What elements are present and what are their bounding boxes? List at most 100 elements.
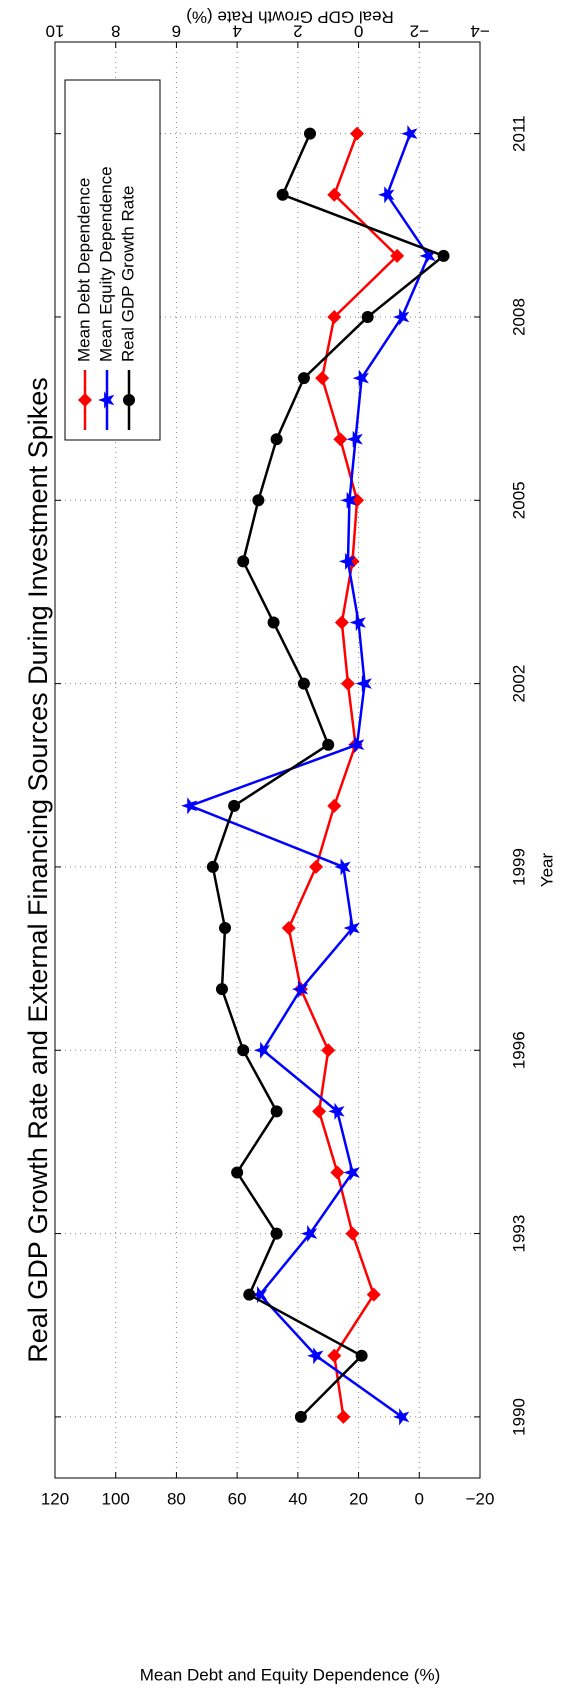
y2-tick-label: 4 [232, 22, 241, 41]
marker [401, 125, 418, 143]
marker [340, 491, 357, 509]
marker [330, 1165, 345, 1180]
marker [181, 797, 198, 815]
marker [350, 126, 365, 141]
marker [270, 1105, 283, 1118]
marker [343, 1163, 360, 1181]
y-tick-label: 60 [228, 1489, 247, 1508]
marker [355, 1349, 368, 1362]
marker [322, 738, 335, 751]
marker [301, 1225, 318, 1243]
x-tick-label: 1990 [509, 1398, 528, 1436]
y-tick-label: 0 [415, 1489, 424, 1508]
x-tick-label: 2005 [509, 481, 528, 519]
marker [352, 369, 369, 387]
y2-tick-label: 6 [172, 22, 181, 41]
marker [338, 552, 356, 570]
marker [309, 859, 324, 874]
marker [390, 248, 405, 263]
marker [437, 249, 450, 262]
y2-tick-label: −4 [470, 22, 489, 41]
x-tick-label: 1996 [509, 1031, 528, 1069]
marker [231, 1166, 244, 1179]
series-line [287, 133, 399, 1418]
marker [291, 980, 309, 998]
marker [312, 1104, 327, 1119]
marker [215, 983, 228, 996]
y-tick-label: 20 [349, 1489, 368, 1508]
marker [327, 309, 342, 324]
plot-rotated: Real GDP Growth Rate and External Financ… [23, 41, 556, 1479]
y2-axis-label: Real GDP Growth Rate (%) [186, 8, 394, 27]
y2-tick-label: 8 [111, 22, 120, 41]
marker [206, 860, 219, 873]
x-tick-label: 2011 [509, 115, 528, 152]
y-axis-label: Mean Debt and Equity Dependence (%) [140, 1665, 441, 1684]
marker [78, 393, 92, 407]
marker [361, 310, 374, 323]
marker [237, 1044, 250, 1057]
marker [98, 391, 115, 409]
legend-box [64, 79, 161, 441]
marker [393, 308, 410, 326]
x-tick-label: 2008 [509, 298, 528, 336]
y-tick-label: 100 [102, 1489, 130, 1508]
x-axis-label: Year [537, 852, 556, 887]
x-tick-label: 2002 [509, 665, 528, 703]
legend-label: Mean Equity Dependence [96, 166, 115, 362]
marker [340, 676, 355, 691]
marker [243, 1288, 256, 1301]
x-tick-label: 1993 [509, 1215, 528, 1253]
marker [378, 186, 395, 204]
marker [315, 371, 330, 386]
marker [366, 1287, 381, 1302]
legend-label: Mean Debt Dependence [74, 178, 93, 362]
marker [276, 188, 289, 201]
marker [327, 798, 342, 813]
chart-title: Real GDP Growth Rate and External Financ… [23, 377, 53, 1362]
marker [334, 858, 351, 876]
marker [270, 433, 283, 446]
y-tick-label: 80 [167, 1489, 186, 1508]
marker [334, 615, 349, 630]
marker [321, 1043, 336, 1058]
y-tick-label: 40 [288, 1489, 307, 1508]
marker [393, 1408, 410, 1426]
marker [327, 187, 342, 202]
marker [336, 1409, 351, 1424]
y2-tick-label: 0 [354, 22, 363, 41]
marker [333, 432, 348, 447]
marker [281, 921, 296, 936]
marker [419, 247, 436, 265]
marker [304, 127, 316, 140]
y-tick-label: −20 [466, 1489, 495, 1508]
legend-label: Real GDP Growth Rate [118, 186, 137, 362]
marker [297, 677, 310, 690]
marker [328, 1102, 345, 1120]
marker [237, 555, 250, 568]
marker [297, 372, 310, 385]
marker [123, 394, 135, 406]
series-line [211, 133, 447, 1418]
marker [345, 1226, 360, 1241]
y2-tick-label: 10 [46, 22, 65, 41]
marker [267, 616, 280, 629]
y2-tick-label: −2 [410, 22, 429, 41]
marker [327, 1348, 342, 1363]
marker [307, 1347, 324, 1365]
series-line [186, 133, 430, 1418]
marker [343, 919, 360, 937]
y-tick-label: 120 [41, 1489, 69, 1508]
marker [346, 430, 363, 448]
marker [349, 614, 366, 632]
plot-frame [54, 41, 481, 1479]
marker [253, 1041, 271, 1059]
marker [219, 922, 231, 935]
marker [252, 494, 265, 507]
marker [250, 1286, 268, 1304]
x-tick-label: 1999 [509, 848, 528, 886]
marker [348, 736, 365, 754]
marker [355, 675, 372, 693]
y2-tick-label: 2 [293, 22, 302, 41]
